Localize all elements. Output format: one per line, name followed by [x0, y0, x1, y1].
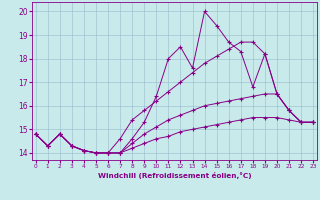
- X-axis label: Windchill (Refroidissement éolien,°C): Windchill (Refroidissement éolien,°C): [98, 172, 251, 179]
